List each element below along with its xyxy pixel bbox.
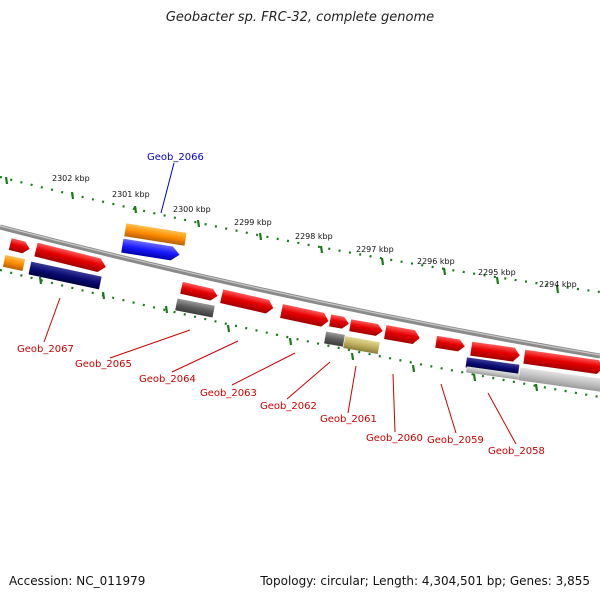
leader-line xyxy=(160,162,175,214)
leader-line xyxy=(109,329,191,359)
gene-feature[interactable] xyxy=(384,325,421,345)
leader-line xyxy=(43,297,61,343)
gene-label[interactable]: Geob_2061 xyxy=(320,414,377,425)
gene-label-highlighted[interactable]: Geob_2066 xyxy=(147,152,204,163)
gene-label[interactable]: Geob_2062 xyxy=(260,401,317,412)
gene-feature[interactable] xyxy=(2,255,26,271)
gene-feature[interactable] xyxy=(349,319,384,337)
gene-feature[interactable] xyxy=(8,238,31,254)
tick-label: 2299 kbp xyxy=(234,218,272,227)
tick-label: 2298 kbp xyxy=(295,232,333,241)
leader-line xyxy=(231,352,296,386)
gene-feature[interactable] xyxy=(180,281,219,302)
gene-feature[interactable] xyxy=(329,314,350,330)
tick-label: 2300 kbp xyxy=(173,205,211,214)
tick-labels: 2302 kbp 2301 kbp 2300 kbp 2299 kbp 2298… xyxy=(52,174,577,289)
gene-label[interactable]: Geob_2063 xyxy=(200,388,257,399)
tick-label: 2295 kbp xyxy=(478,268,516,277)
gene-label[interactable]: Geob_2065 xyxy=(75,359,132,370)
label-leaders xyxy=(43,162,517,445)
tick-label: 2294 kbp xyxy=(539,280,577,289)
forward-genes xyxy=(8,223,600,375)
leader-line xyxy=(440,383,457,434)
genome-backbone xyxy=(0,224,600,359)
gene-feature[interactable] xyxy=(175,298,215,318)
gene-feature[interactable] xyxy=(124,223,187,246)
gene-label[interactable]: Geob_2059 xyxy=(427,435,484,446)
map-title: Geobacter sp. FRC-32, complete genome xyxy=(165,10,435,25)
accession-text: Accession: NC_011979 xyxy=(9,574,146,588)
gene-feature[interactable] xyxy=(324,331,345,347)
gene-label[interactable]: Geob_2058 xyxy=(488,446,545,457)
leader-line xyxy=(487,392,517,445)
gene-label[interactable]: Geob_2064 xyxy=(139,374,196,385)
gene-feature[interactable] xyxy=(518,367,600,392)
tick-label: 2301 kbp xyxy=(112,190,150,199)
genome-summary-text: Topology: circular; Length: 4,304,501 bp… xyxy=(260,574,590,588)
leader-line xyxy=(171,340,239,373)
gene-feature[interactable] xyxy=(470,341,520,363)
leader-line xyxy=(392,373,396,433)
gene-feature[interactable] xyxy=(28,261,102,290)
gene-feature[interactable] xyxy=(280,304,330,328)
tick-label: 2297 kbp xyxy=(356,245,394,254)
outer-scale-line xyxy=(0,175,600,294)
leader-line xyxy=(347,365,357,414)
gene-feature[interactable] xyxy=(343,336,380,355)
gene-label[interactable]: Geob_2067 xyxy=(17,344,74,355)
gene-feature[interactable] xyxy=(34,242,107,274)
gene-feature[interactable] xyxy=(220,289,275,315)
outer-major-ticks xyxy=(4,176,560,294)
gene-feature[interactable] xyxy=(465,357,520,375)
gene-labels: Geob_2066 Geob_2067 Geob_2065 Geob_2064 … xyxy=(17,152,545,457)
gene-feature[interactable] xyxy=(435,335,466,352)
leader-line xyxy=(286,361,331,400)
tick-label: 2296 kbp xyxy=(417,257,455,266)
gene-feature[interactable] xyxy=(523,349,600,375)
tick-label: 2302 kbp xyxy=(52,174,90,183)
gene-feature[interactable] xyxy=(465,366,520,380)
inner-major-ticks xyxy=(38,276,539,392)
gene-label[interactable]: Geob_2060 xyxy=(366,433,423,444)
gene-feature-highlighted[interactable] xyxy=(121,238,180,262)
inner-track-features xyxy=(2,255,600,392)
